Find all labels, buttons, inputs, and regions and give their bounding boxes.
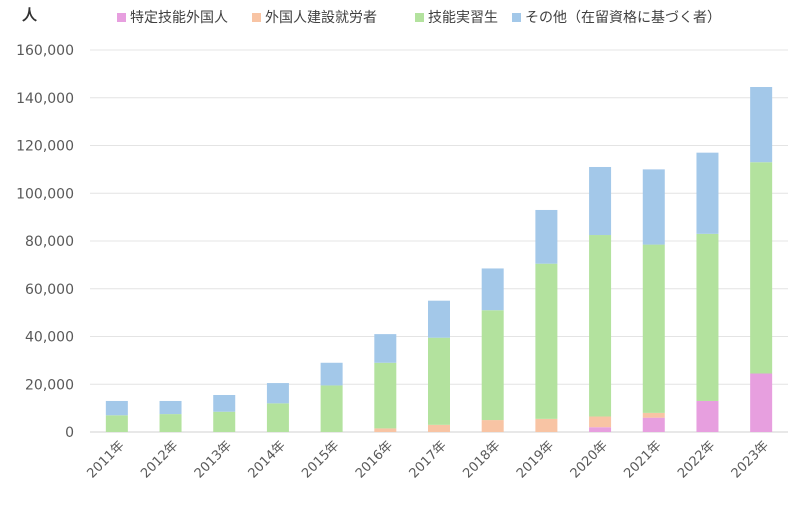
x-tick-label: 2017年 xyxy=(407,438,450,481)
bar-segment xyxy=(428,300,450,338)
legend-swatch xyxy=(252,13,261,22)
bar-segment xyxy=(320,385,343,432)
bar-segment xyxy=(266,383,289,404)
x-tick-label: 2012年 xyxy=(138,438,181,481)
legend-swatch xyxy=(117,13,126,22)
bar-segment xyxy=(481,420,504,432)
legend-swatch xyxy=(512,13,521,22)
y-tick-label: 20,000 xyxy=(25,377,74,393)
bar-segment xyxy=(213,411,236,432)
x-tick-label: 2023年 xyxy=(729,438,772,481)
bar-segment xyxy=(535,263,558,419)
bar-segment xyxy=(105,400,128,416)
bar-segment xyxy=(696,233,719,401)
x-tick-label: 2014年 xyxy=(246,438,289,481)
bar-segment xyxy=(589,427,612,432)
gridlines xyxy=(90,49,788,433)
y-axis-ticks: 0 20,000 40,000 60,000 80,000 100,000 120,000 1… xyxy=(16,43,74,441)
bar-segment xyxy=(642,417,665,432)
bar-segment xyxy=(428,424,450,432)
legend: 特定技能外国人 外国人建設就労者 技能実習生 その他（在留資格に基づく者） xyxy=(117,9,721,26)
legend-entry: 特定技能外国人 xyxy=(130,10,228,26)
x-axis-ticks: 2011年 2012年 2013年 2014年 2015年 2016年 2017年 2018年… xyxy=(84,438,772,481)
bar-segment xyxy=(159,414,182,432)
bar-segment xyxy=(320,362,343,386)
y-tick-label: 100,000 xyxy=(16,186,74,202)
bar-segment xyxy=(535,418,558,432)
legend-entry: 外国人建設就労者 xyxy=(265,10,377,26)
y-unit-label: 人 xyxy=(22,6,38,24)
legend-entry: 技能実習生 xyxy=(428,10,498,26)
bar-segment xyxy=(750,87,773,163)
y-tick-label: 140,000 xyxy=(16,91,74,107)
bar-segment xyxy=(696,152,719,234)
x-tick-label: 2013年 xyxy=(192,438,235,481)
legend-swatch xyxy=(415,13,424,22)
x-tick-label: 2020年 xyxy=(568,438,611,481)
bar-segment xyxy=(105,415,128,432)
bar-segment xyxy=(428,337,450,425)
bar-segment xyxy=(374,362,397,429)
y-tick-label: 120,000 xyxy=(16,139,74,155)
legend-entry: その他（在留資格に基づく者） xyxy=(525,9,721,26)
bar-segment xyxy=(696,400,719,432)
x-tick-label: 2018年 xyxy=(460,438,503,481)
bar-segment xyxy=(159,400,182,415)
bar-segment xyxy=(642,412,665,418)
x-tick-label: 2016年 xyxy=(353,438,396,481)
y-tick-label: 80,000 xyxy=(25,234,74,250)
y-tick-label: 160,000 xyxy=(16,43,74,59)
bar-segment xyxy=(589,166,612,236)
bar-segment xyxy=(481,310,504,421)
x-tick-label: 2022年 xyxy=(675,438,718,481)
bar-segment xyxy=(266,403,289,432)
y-tick-label: 40,000 xyxy=(25,330,74,346)
bar-segment xyxy=(374,428,397,432)
bar-segment xyxy=(642,244,665,413)
y-tick-label: 60,000 xyxy=(25,282,74,298)
y-tick-label: 0 xyxy=(65,425,74,441)
x-tick-label: 2011年 xyxy=(84,438,127,481)
bar-segment xyxy=(589,416,612,428)
bar-segment xyxy=(481,268,504,311)
bar-segment xyxy=(642,169,665,245)
bar-segment xyxy=(374,334,397,363)
x-tick-label: 2015年 xyxy=(299,438,342,481)
bar-segment xyxy=(589,235,612,417)
bar-segment xyxy=(535,209,558,264)
bar-segment xyxy=(750,162,773,374)
bar-segment xyxy=(750,373,773,432)
x-tick-label: 2021年 xyxy=(621,438,664,481)
bars xyxy=(105,87,773,432)
x-tick-label: 2019年 xyxy=(514,438,557,481)
bar-segment xyxy=(213,394,236,412)
